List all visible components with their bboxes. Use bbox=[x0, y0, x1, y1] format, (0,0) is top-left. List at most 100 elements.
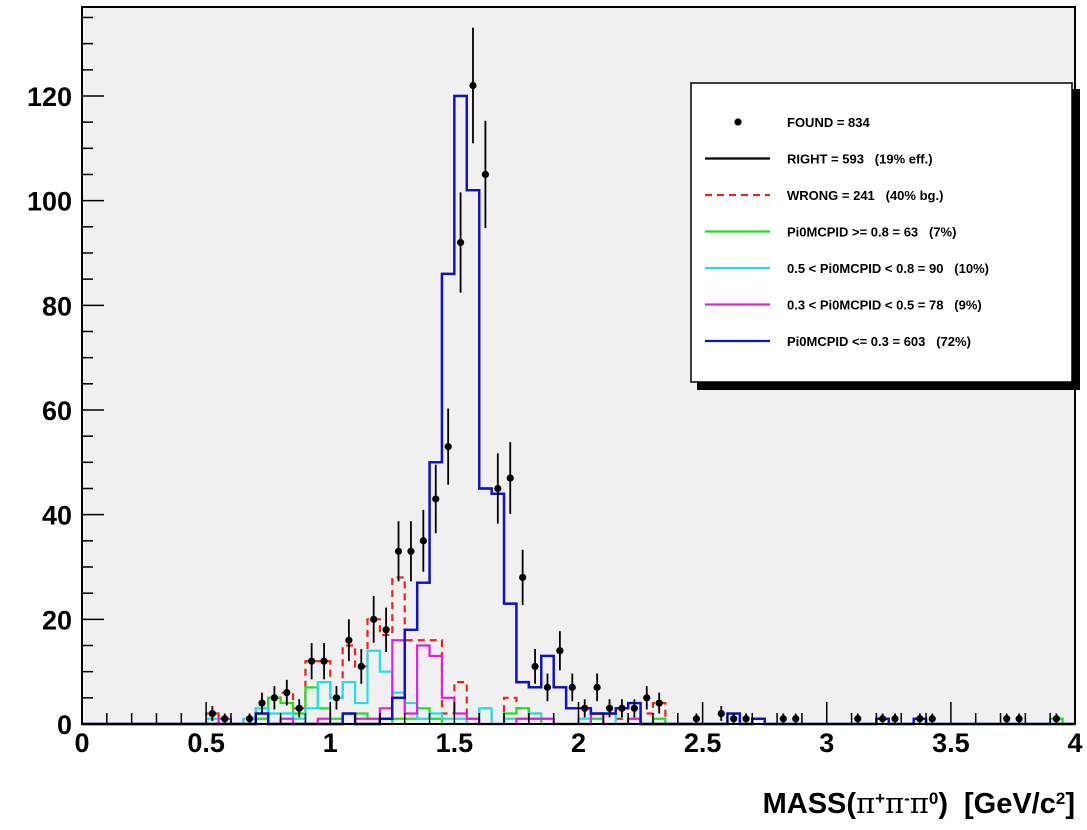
point-marker bbox=[531, 662, 539, 671]
found-point-25 bbox=[531, 649, 539, 684]
found-point-13 bbox=[382, 607, 390, 652]
y-tick-label: 60 bbox=[42, 396, 72, 426]
x-tick-label: 4 bbox=[1067, 728, 1082, 758]
point-marker bbox=[593, 683, 601, 691]
point-marker bbox=[1015, 715, 1023, 723]
point-marker bbox=[928, 715, 936, 723]
found-point-20 bbox=[469, 27, 477, 144]
point-marker bbox=[394, 547, 403, 555]
found-point-32 bbox=[618, 699, 626, 718]
point-marker bbox=[270, 694, 278, 702]
point-marker bbox=[295, 704, 303, 712]
point-marker bbox=[879, 715, 887, 723]
legend-label: FOUND = 834 bbox=[787, 115, 870, 130]
legend-label: 0.5 < Pi0MCPID < 0.8 = 90 (10%) bbox=[787, 261, 989, 276]
found-point-7 bbox=[308, 643, 316, 680]
found-point-0 bbox=[208, 706, 216, 721]
point-marker bbox=[481, 170, 490, 179]
legend: FOUND = 834 RIGHT = 593 (19% eff.) WRONG =… bbox=[690, 82, 1080, 390]
found-point-15 bbox=[407, 521, 415, 582]
point-marker bbox=[469, 81, 477, 90]
found-point-5 bbox=[283, 679, 291, 706]
legend-label: Pi0MCPID <= 0.3 = 603 (72%) bbox=[787, 334, 971, 349]
point-marker bbox=[494, 484, 502, 493]
data-points-layer bbox=[208, 27, 1060, 724]
y-axis: 0 20 40 60 80 100 120 bbox=[27, 16, 104, 740]
found-point-11 bbox=[357, 649, 365, 684]
point-marker bbox=[419, 537, 427, 545]
point-marker bbox=[519, 573, 527, 582]
found-point-28 bbox=[568, 673, 576, 702]
x-axis: 0 0.5 1 1.5 2 2.5 3 3.5 4 bbox=[74, 702, 1083, 758]
legend-label: RIGHT = 593 (19% eff.) bbox=[787, 152, 933, 167]
point-marker bbox=[581, 704, 589, 712]
found-point-16 bbox=[419, 509, 427, 572]
found-point-43 bbox=[879, 713, 887, 724]
legend-entry-3: Pi0MCPID >= 0.8 = 63 (7%) bbox=[705, 225, 956, 240]
found-point-27 bbox=[556, 631, 564, 671]
found-point-48 bbox=[1015, 713, 1023, 724]
found-point-4 bbox=[270, 686, 278, 710]
found-point-47 bbox=[1003, 713, 1011, 724]
y-tick-label: 80 bbox=[42, 291, 72, 321]
found-point-31 bbox=[605, 699, 614, 718]
point-marker bbox=[643, 694, 651, 702]
point-marker bbox=[308, 657, 316, 665]
legend-entry-6: Pi0MCPID <= 0.3 = 603 (72%) bbox=[705, 334, 971, 349]
legend-label: 0.3 < Pi0MCPID < 0.5 = 78 (9%) bbox=[787, 298, 982, 313]
point-marker bbox=[1052, 715, 1060, 723]
found-point-17 bbox=[432, 464, 440, 534]
found-point-26 bbox=[543, 673, 552, 702]
found-point-46 bbox=[928, 713, 936, 724]
found-point-10 bbox=[345, 619, 353, 662]
point-marker bbox=[779, 715, 787, 723]
point-marker bbox=[357, 662, 365, 671]
x-tick-label: 3 bbox=[819, 728, 834, 758]
found-point-29 bbox=[581, 699, 589, 718]
legend-entry-1: RIGHT = 593 (19% eff.) bbox=[705, 152, 933, 167]
found-point-49 bbox=[1052, 713, 1060, 724]
point-marker bbox=[208, 709, 216, 718]
legend-entry-5: 0.3 < Pi0MCPID < 0.5 = 78 (9%) bbox=[705, 298, 982, 313]
found-point-8 bbox=[320, 643, 328, 680]
point-marker bbox=[456, 238, 465, 247]
found-point-23 bbox=[506, 442, 514, 514]
found-point-39 bbox=[742, 713, 750, 724]
x-tick-label: 0.5 bbox=[187, 728, 225, 758]
found-point-9 bbox=[332, 686, 341, 710]
x-tick-label: 2.5 bbox=[684, 728, 722, 758]
found-point-22 bbox=[494, 453, 502, 524]
legend-entry-0: FOUND = 834 bbox=[734, 115, 870, 130]
point-marker bbox=[692, 715, 701, 723]
x-tick-label: 1 bbox=[323, 728, 338, 758]
point-marker bbox=[568, 683, 576, 691]
point-marker bbox=[730, 715, 738, 723]
point-marker bbox=[407, 547, 415, 555]
y-tick-label: 0 bbox=[57, 710, 72, 740]
legend-entry-4: 0.5 < Pi0MCPID < 0.8 = 90 (10%) bbox=[705, 261, 989, 276]
point-marker bbox=[854, 715, 862, 723]
point-marker bbox=[1003, 715, 1011, 723]
x-axis-label: MASS(π+π-π0) [GeV/c2] bbox=[763, 786, 1075, 820]
point-marker bbox=[916, 715, 924, 723]
point-marker bbox=[432, 495, 440, 503]
y-tick-label: 100 bbox=[27, 187, 72, 217]
point-marker bbox=[618, 704, 626, 712]
x-tick-label: 2 bbox=[571, 728, 586, 758]
legend-label: Pi0MCPID >= 0.8 = 63 (7%) bbox=[787, 225, 956, 240]
found-point-1 bbox=[221, 713, 229, 724]
y-tick-label: 120 bbox=[27, 82, 72, 112]
point-marker bbox=[742, 715, 750, 723]
point-marker bbox=[382, 626, 390, 634]
legend-label: WRONG = 241 (40% bg.) bbox=[787, 188, 943, 203]
point-marker bbox=[655, 699, 663, 707]
found-point-12 bbox=[370, 595, 378, 643]
found-point-3 bbox=[258, 692, 266, 714]
point-marker bbox=[717, 709, 725, 718]
found-point-40 bbox=[779, 713, 787, 724]
point-marker bbox=[345, 636, 353, 644]
x-tick-label: 0 bbox=[74, 728, 89, 758]
point-marker bbox=[258, 699, 266, 707]
legend-marker bbox=[734, 118, 742, 126]
